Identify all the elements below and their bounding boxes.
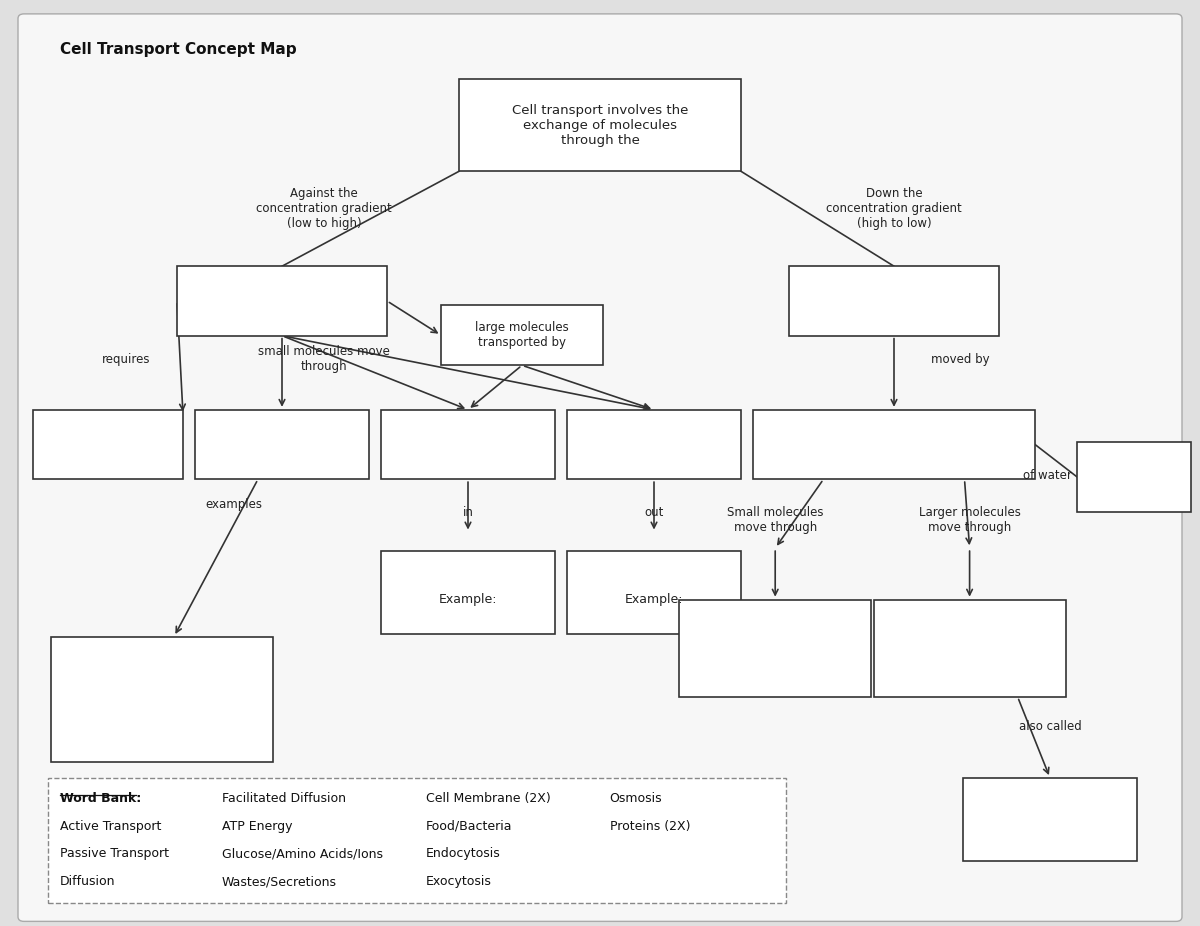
Text: Larger molecules
move through: Larger molecules move through [919,507,1020,534]
Text: Endocytosis: Endocytosis [426,847,500,860]
Text: Passive Transport: Passive Transport [60,847,169,860]
Bar [52,637,274,761]
Text: also called: also called [1019,720,1081,733]
Bar [458,79,742,171]
Text: Food/Bacteria: Food/Bacteria [426,820,512,832]
Text: Cell Membrane (2X): Cell Membrane (2X) [426,792,551,805]
Bar [32,409,182,480]
Text: Cell Transport Concept Map: Cell Transport Concept Map [60,42,296,56]
Bar [48,778,786,903]
Text: Example:: Example: [625,593,683,606]
Text: Diffusion: Diffusion [60,875,115,888]
Bar [194,409,370,480]
Text: Word Bank:: Word Bank: [60,792,142,805]
Bar [1078,443,1190,511]
Text: examples: examples [205,498,263,511]
Bar [568,551,742,634]
Text: moved by: moved by [931,353,989,366]
Bar [382,409,554,480]
Text: Example:: Example: [439,593,497,606]
Text: ATP Energy: ATP Energy [222,820,293,832]
Text: in: in [462,506,474,519]
Bar [874,600,1066,696]
Text: large molecules
transported by: large molecules transported by [475,321,569,349]
Bar [754,409,1034,480]
Text: Against the
concentration gradient
(low to high): Against the concentration gradient (low … [256,187,392,230]
Bar [568,409,742,480]
Bar [382,551,554,634]
Text: Wastes/Secretions: Wastes/Secretions [222,875,337,888]
Bar [178,267,386,335]
Text: Active Transport: Active Transport [60,820,161,832]
Text: small molecules move
through: small molecules move through [258,345,390,373]
Text: Proteins (2X): Proteins (2X) [610,820,690,832]
Text: of water: of water [1022,469,1072,482]
Bar [442,305,604,365]
FancyBboxPatch shape [18,14,1182,921]
Bar [790,267,998,335]
Text: Glucose/Amino Acids/Ions: Glucose/Amino Acids/Ions [222,847,383,860]
Text: Exocytosis: Exocytosis [426,875,492,888]
Text: Small molecules
move through: Small molecules move through [727,507,823,534]
Text: Facilitated Diffusion: Facilitated Diffusion [222,792,346,805]
Text: Cell transport involves the
exchange of molecules
through the: Cell transport involves the exchange of … [512,104,688,146]
Bar [679,600,871,696]
Bar [964,778,1138,861]
Text: Osmosis: Osmosis [610,792,662,805]
Text: out: out [644,506,664,519]
Text: Down the
concentration gradient
(high to low): Down the concentration gradient (high to… [826,187,962,230]
Text: requires: requires [102,353,150,366]
